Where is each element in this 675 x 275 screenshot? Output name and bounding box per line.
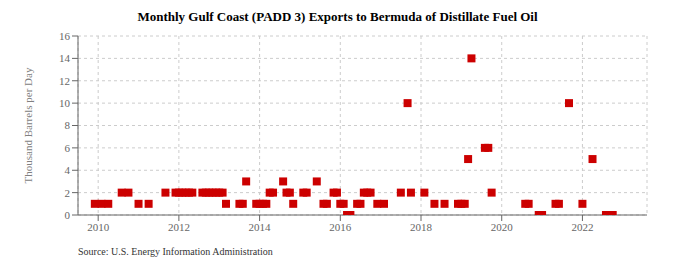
svg-text:10: 10 (59, 97, 71, 109)
html-text:Source: U.S. Energy Informatio: Source: U.S. Energy Information Administ… (78, 246, 273, 257)
svg-text:0: 0 (65, 209, 71, 221)
svg-text:2020: 2020 (491, 221, 514, 233)
svg-text:8: 8 (65, 119, 71, 131)
svg-text:2016: 2016 (329, 221, 352, 233)
svg-text:2012: 2012 (168, 221, 190, 233)
svg-text:2010: 2010 (87, 221, 110, 233)
svg-text:2: 2 (65, 187, 71, 199)
svg-text:Thousand Barrels per Day: Thousand Barrels per Day (22, 67, 34, 183)
svg-text:6: 6 (65, 142, 71, 154)
svg-text:2014: 2014 (249, 221, 272, 233)
html-text:Monthly Gulf Coast (PADD 3) Ex: Monthly Gulf Coast (PADD 3) Exports to B… (137, 9, 538, 24)
svg-text:12: 12 (59, 75, 70, 87)
svg-text:4: 4 (65, 164, 71, 176)
svg-text:14: 14 (59, 52, 71, 64)
svg-text:2018: 2018 (410, 221, 433, 233)
svg-text:2022: 2022 (571, 221, 593, 233)
svg-text:16: 16 (59, 30, 71, 42)
